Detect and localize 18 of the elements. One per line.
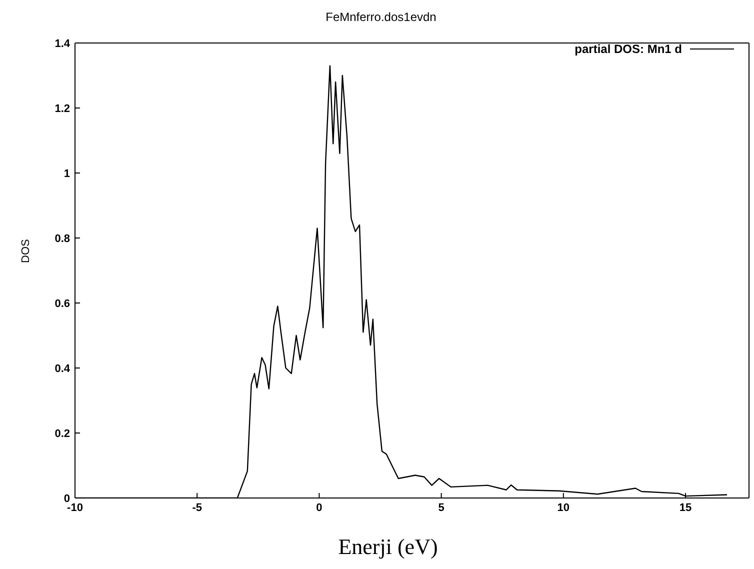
y-tick-label: 0.4 [54, 362, 71, 375]
x-tick-label: 5 [438, 502, 444, 514]
x-tick-label: -10 [67, 502, 83, 514]
y-tick-label: 0.2 [54, 428, 70, 440]
x-tick-label: -5 [192, 502, 202, 514]
y-tick-label: 0.8 [54, 232, 70, 245]
chart-title: FeMnferro.dos1evdn [324, 10, 438, 24]
y-tick-label: 1 [64, 168, 70, 180]
y-tick-label: 1.4 [54, 38, 71, 50]
x-tick-label: 10 [557, 502, 570, 514]
y-axis-title: DOS [20, 239, 32, 263]
y-tick-label: 0 [64, 492, 70, 505]
x-tick-label: 15 [679, 502, 692, 514]
x-axis-title: Enerji (eV) [337, 534, 439, 560]
y-tick-label: 1.2 [54, 102, 70, 115]
y-tick-label: 0.6 [54, 298, 70, 310]
x-tick-label: 0 [316, 502, 322, 514]
legend-label: partial DOS: Mn1 d [574, 42, 682, 56]
